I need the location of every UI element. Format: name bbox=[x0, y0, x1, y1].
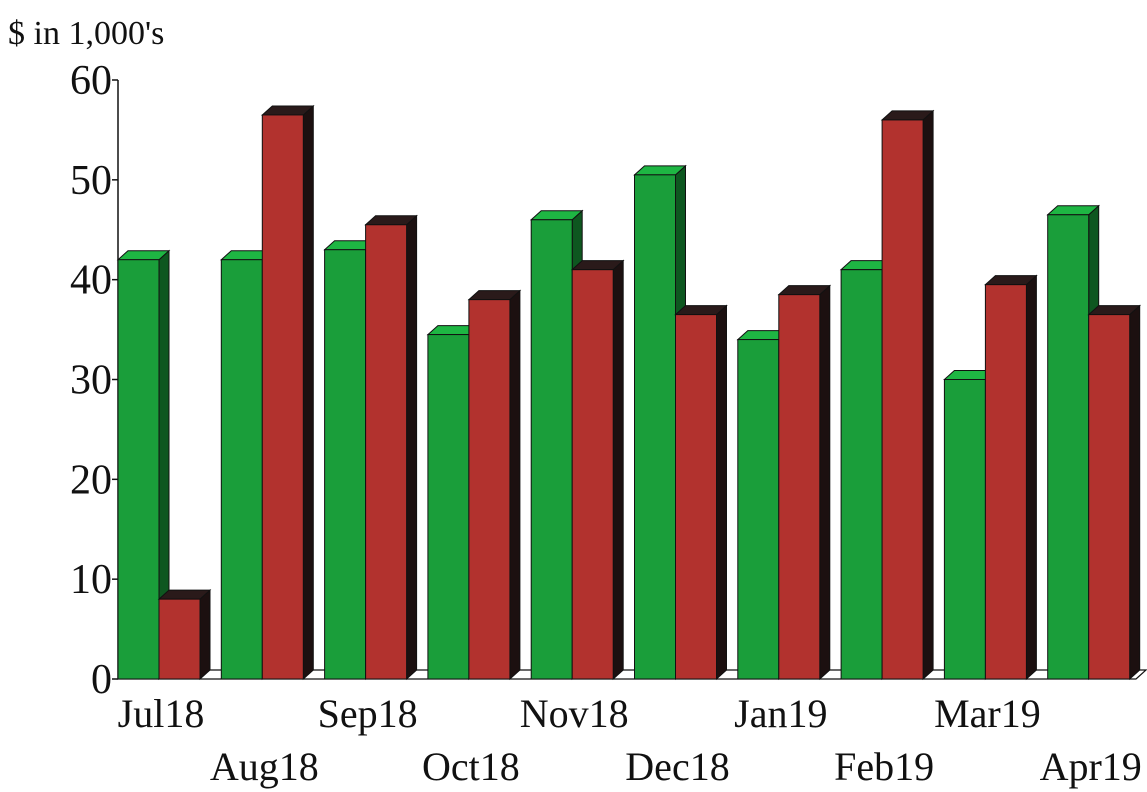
x-tick-label: Nov18 bbox=[520, 691, 629, 736]
bar bbox=[364, 214, 418, 681]
x-tick-label: Oct18 bbox=[422, 744, 520, 789]
bar bbox=[984, 274, 1038, 681]
x-tick-label: Apr19 bbox=[1040, 744, 1142, 789]
x-tick-label: Jan19 bbox=[734, 691, 827, 736]
bar bbox=[777, 284, 832, 681]
y-tick-label: 40 bbox=[70, 258, 112, 304]
y-tick-label: 30 bbox=[70, 358, 112, 404]
x-tick-label: Aug18 bbox=[210, 744, 319, 789]
bar bbox=[674, 304, 728, 681]
y-tick-label: 60 bbox=[70, 58, 112, 104]
chart-bars bbox=[116, 104, 1142, 681]
y-axis-title: $ in 1,000's bbox=[8, 15, 164, 52]
bar bbox=[116, 249, 171, 681]
bar bbox=[570, 259, 625, 681]
x-tick-label: Feb19 bbox=[834, 744, 934, 789]
bar bbox=[157, 589, 212, 681]
x-tick-label: Sep18 bbox=[318, 691, 418, 736]
y-tick-label: 20 bbox=[70, 457, 112, 503]
bar bbox=[467, 289, 522, 681]
y-tick-label: 10 bbox=[70, 557, 112, 603]
x-tick-label: Mar19 bbox=[934, 691, 1041, 736]
y-tick-label: 50 bbox=[70, 158, 112, 204]
bar bbox=[260, 104, 315, 681]
x-tick-label: Jul18 bbox=[118, 691, 205, 736]
bar bbox=[1087, 304, 1142, 681]
y-axis-ticks: 0 10 20 30 40 50 60 bbox=[70, 58, 118, 703]
y-tick-label: 0 bbox=[91, 657, 112, 703]
x-tick-label: Dec18 bbox=[625, 744, 729, 789]
bar bbox=[880, 109, 935, 681]
